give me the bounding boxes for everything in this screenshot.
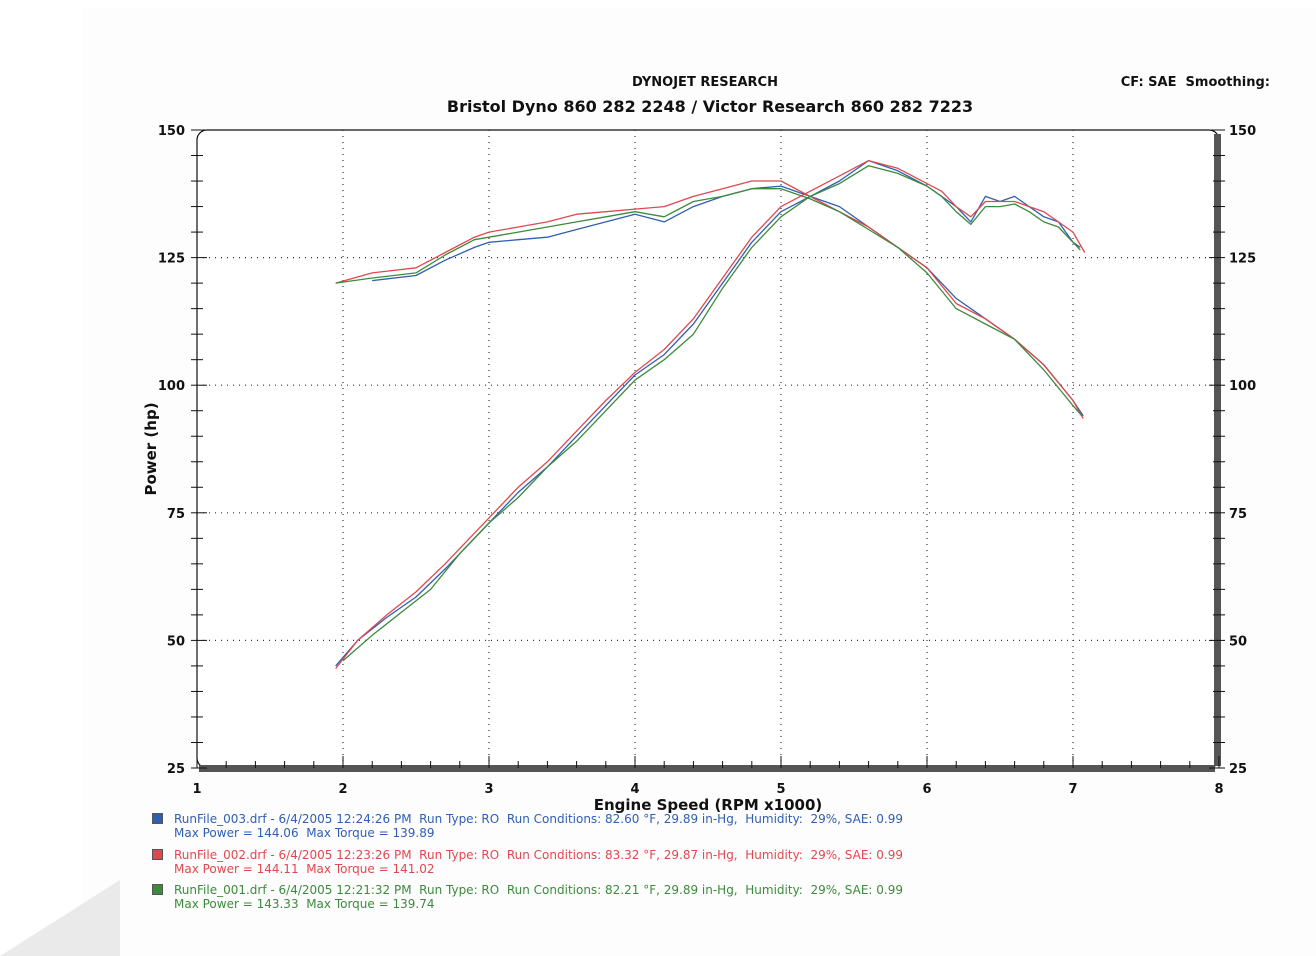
plot-right-bar	[1214, 134, 1221, 766]
legend-run3-max: Max Power = 144.06 Max Torque = 139.89	[174, 826, 435, 840]
y-tick-label-left: 50	[167, 634, 185, 649]
legend-swatch-run3	[152, 813, 163, 824]
series-runfile_002-power-line	[335, 159, 1086, 669]
plot-bottom-bar	[199, 765, 1215, 772]
legend-run1-max: Max Power = 143.33 Max Torque = 139.74	[174, 897, 435, 911]
y-tick-label-right: 150	[1229, 124, 1256, 139]
series-runfile_002-torque-line	[335, 180, 1084, 419]
x-tick-label: 2	[338, 782, 347, 797]
legend-swatch-run1	[152, 884, 163, 895]
correction-factor: CF: SAE Smoothing:	[1120, 75, 1270, 90]
legend-run2-max: Max Power = 144.11 Max Torque = 141.02	[174, 862, 435, 876]
y-tick-label-left: 75	[167, 507, 185, 522]
y-axis-label: Power (hp)	[142, 402, 160, 495]
y-tick-label-left: 125	[158, 252, 185, 267]
x-tick-label: 7	[1068, 782, 1077, 797]
legend-run1-conditions: RunFile_001.drf - 6/4/2005 12:21:32 PM R…	[174, 883, 903, 897]
company-name: DYNOJET RESEARCH	[632, 75, 778, 90]
x-axis-label: Engine Speed (RPM x1000)	[594, 796, 823, 814]
x-tick-label: 3	[484, 782, 493, 797]
page-corner-fold	[0, 880, 120, 956]
chart-title: Bristol Dyno 860 282 2248 / Victor Resea…	[446, 97, 974, 116]
legend-run3-conditions: RunFile_003.drf - 6/4/2005 12:24:26 PM R…	[174, 812, 903, 826]
series-runfile_001-torque-line	[335, 188, 1083, 417]
x-tick-label: 5	[776, 782, 785, 797]
x-tick-label: 1	[192, 782, 201, 797]
y-tick-label-left: 100	[158, 379, 185, 394]
legend-run2-conditions: RunFile_002.drf - 6/4/2005 12:23:26 PM R…	[174, 848, 903, 862]
y-tick-label-right: 75	[1229, 507, 1247, 522]
x-tick-label: 4	[630, 782, 639, 797]
y-tick-label-right: 100	[1229, 379, 1256, 394]
series-runfile_001-power-line	[342, 165, 1081, 662]
plot-frame	[196, 129, 1220, 769]
x-tick-label: 6	[922, 782, 931, 797]
y-tick-label-right: 50	[1229, 634, 1247, 649]
y-tick-label-left: 25	[167, 762, 185, 777]
y-tick-label-right: 125	[1229, 252, 1256, 267]
x-tick-label: 8	[1214, 782, 1223, 797]
legend-swatch-run2	[152, 849, 163, 860]
y-tick-label-left: 150	[158, 124, 185, 139]
y-tick-label-right: 25	[1229, 762, 1247, 777]
